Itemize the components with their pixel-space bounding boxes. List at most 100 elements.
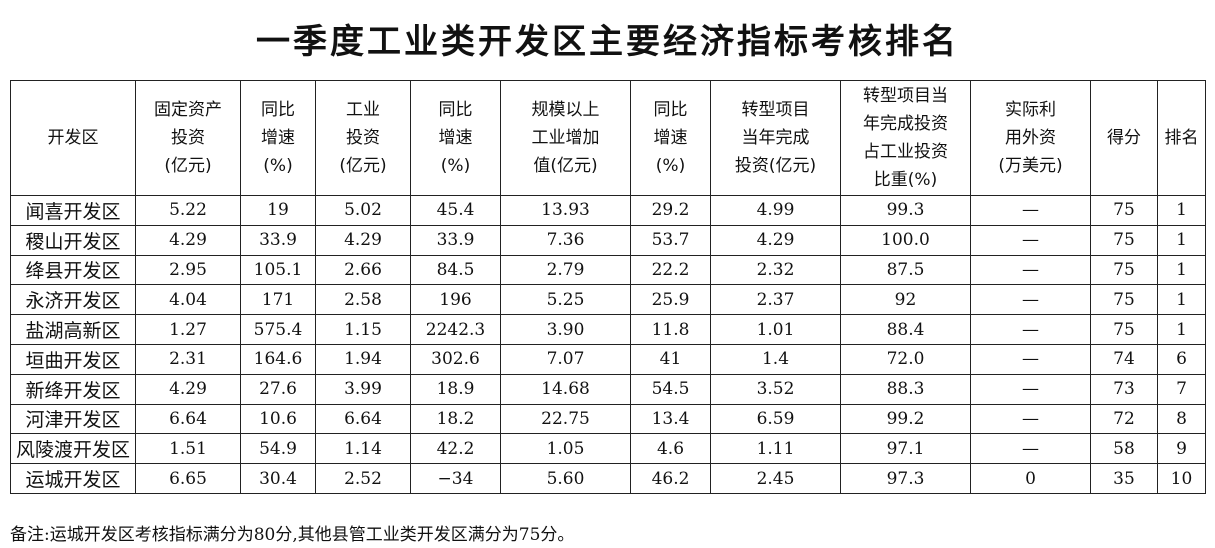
cell: 575.4 (240, 314, 316, 345)
cell: 1.27 (135, 314, 241, 345)
cell: 3.52 (710, 373, 841, 405)
zone-name: 稷山开发区 (10, 224, 136, 256)
zone-name: 风陵渡开发区 (10, 433, 136, 465)
header-line: 增速 (438, 128, 473, 148)
header-line: 投资 (346, 128, 380, 148)
cell: 84.5 (410, 254, 501, 286)
cell: 1 (1157, 195, 1206, 226)
cell: 2.45 (710, 463, 841, 494)
header-line: 工业增加 (531, 128, 600, 148)
cell: 99.2 (840, 403, 971, 435)
cell: 25.9 (630, 284, 711, 316)
header-line: 同比 (261, 100, 295, 120)
footnote: 备注:运城开发区考核指标满分为80分,其他县管工业类开发区满分为75分。 (10, 525, 575, 545)
header-line: (亿元) (339, 156, 387, 176)
table-row: 永济开发区 4.04 171 2.58 196 5.25 25.9 2.37 92—75 1 (10, 284, 1206, 316)
cell: 27.6 (240, 373, 316, 405)
zone-name: 绛县开发区 (10, 254, 136, 286)
header-line: 实际利 (1005, 100, 1056, 120)
cell: 2.58 (315, 284, 411, 316)
header-line: 投资(亿元) (734, 156, 817, 176)
table-row: 稷山开发区 4.29 33.9 4.29 33.9 7.36 53.7 4.29 100.0—7… (10, 224, 1206, 256)
column-header: 规模以上 工业增加 值(亿元) (500, 80, 631, 196)
cell: 45.4 (410, 195, 501, 226)
header-line: (%) (263, 156, 293, 176)
header-line: 固定资产 (154, 100, 222, 120)
header-line: 值(亿元) (533, 156, 598, 176)
column-header: 工业投资 (亿元) (315, 80, 411, 196)
header-line: (万美元) (998, 156, 1063, 176)
cell: 72.0 (840, 343, 971, 375)
cell: 4.29 (135, 224, 241, 256)
cell: 6.64 (315, 403, 411, 435)
header-line: 用外资 (1005, 128, 1056, 148)
header-line: 转型项目 (741, 100, 810, 120)
cell: 30.4 (240, 463, 316, 494)
cell: 35 (1090, 463, 1158, 494)
header-line: 得分 (1107, 128, 1141, 148)
cell: 14.68 (500, 373, 631, 405)
column-header: 开发区 (10, 80, 136, 196)
cell: 2.52 (315, 463, 411, 494)
column-header: 排名 (1157, 80, 1206, 196)
cell: 5.02 (315, 195, 411, 226)
cell: 6 (1157, 343, 1206, 375)
cell: 5.25 (500, 284, 631, 316)
cell: 1.51 (135, 433, 241, 465)
header-line: 排名 (1164, 128, 1199, 148)
cell: — (970, 343, 1091, 375)
cell: — (970, 224, 1091, 256)
cell: 75 (1090, 314, 1158, 345)
cell: 2.31 (135, 343, 241, 375)
cell: −34 (410, 463, 501, 494)
cell: 46.2 (630, 463, 711, 494)
cell: 33.9 (240, 224, 316, 256)
cell: 7.36 (500, 224, 631, 256)
cell: 1 (1157, 254, 1206, 286)
cell: 171 (240, 284, 316, 316)
cell: — (970, 195, 1091, 226)
header-line: 占工业投资 (863, 142, 948, 162)
table-row: 闻喜开发区 5.22 19 5.02 45.4 13.93 29.2 4.99 99.3—75 1 (10, 195, 1206, 226)
table-row: 绛县开发区 2.95 105.1 2.66 84.5 2.79 22.2 2.32 87.5—7… (10, 254, 1206, 286)
cell: 18.9 (410, 373, 501, 405)
cell: 2.95 (135, 254, 241, 286)
header-line: 工业 (346, 100, 380, 120)
cell: 74 (1090, 343, 1158, 375)
cell: — (970, 254, 1091, 286)
table-row: 新绛开发区 4.29 27.6 3.99 18.9 14.68 54.5 3.52 88.3—7… (10, 373, 1206, 405)
cell: 58 (1090, 433, 1158, 465)
cell: — (970, 433, 1091, 465)
zone-name: 盐湖高新区 (10, 314, 136, 345)
cell: 42.2 (410, 433, 501, 465)
cell: 2.66 (315, 254, 411, 286)
zone-name: 永济开发区 (10, 284, 136, 316)
cell: 72 (1090, 403, 1158, 435)
cell: 4.99 (710, 195, 841, 226)
cell: 1.15 (315, 314, 411, 345)
header-line: 同比 (653, 100, 688, 120)
cell: 1.94 (315, 343, 411, 375)
table-row: 垣曲开发区 2.31 164.6 1.94 302.6 7.07 41 1.4 72.0—74 6 (10, 343, 1206, 375)
cell: 1.14 (315, 433, 411, 465)
title: 一季度工业类开发区主要经济指标考核排名 (256, 22, 959, 62)
cell: 9 (1157, 433, 1206, 465)
cell: 19 (240, 195, 316, 226)
cell: 97.3 (840, 463, 971, 494)
cell: 54.9 (240, 433, 316, 465)
cell: 54.5 (630, 373, 711, 405)
zone-name: 新绛开发区 (10, 373, 136, 405)
cell: 4.29 (315, 224, 411, 256)
cell: 1 (1157, 314, 1206, 345)
cell: 5.22 (135, 195, 241, 226)
cell: 1 (1157, 284, 1206, 316)
cell: — (970, 373, 1091, 405)
cell: 2.37 (710, 284, 841, 316)
zone-name: 垣曲开发区 (10, 343, 136, 375)
header-line: 年完成投资 (863, 114, 948, 134)
cell: 3.99 (315, 373, 411, 405)
cell: 73 (1090, 373, 1158, 405)
cell: 1.11 (710, 433, 841, 465)
header-line: 投资 (171, 128, 205, 148)
